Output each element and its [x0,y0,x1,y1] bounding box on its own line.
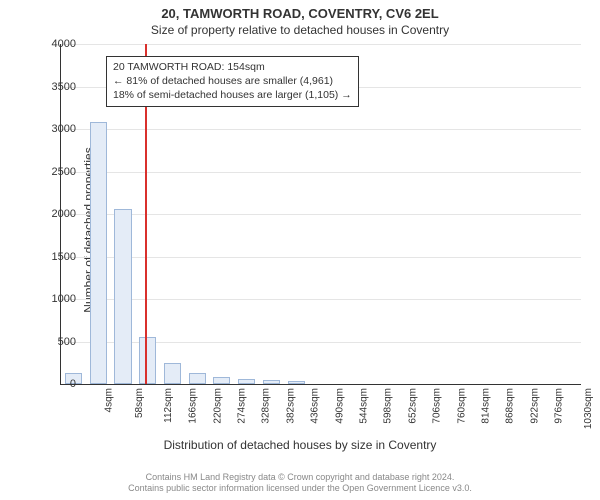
x-tick-label: 220sqm [212,388,223,424]
footnote-line2: Contains public sector information licen… [0,483,600,494]
chart-container: 20, TAMWORTH ROAD, COVENTRY, CV6 2EL Siz… [0,0,600,500]
x-tick-label: 274sqm [237,388,248,424]
x-tick-label: 490sqm [334,388,345,424]
x-axis-label: Distribution of detached houses by size … [0,438,600,452]
x-tick-label: 868sqm [505,388,516,424]
x-tick-label: 436sqm [310,388,321,424]
chart-title-line1: 20, TAMWORTH ROAD, COVENTRY, CV6 2EL [0,0,600,21]
bar [90,122,107,384]
annotation-line1: 20 TAMWORTH ROAD: 154sqm [113,60,352,74]
x-tick-label: 976sqm [554,388,565,424]
x-tick-label: 706sqm [432,388,443,424]
annotation-line2: ← 81% of detached houses are smaller (4,… [113,74,352,88]
x-tick-label: 652sqm [407,388,418,424]
x-tick-label: 328sqm [261,388,272,424]
x-tick-label: 760sqm [456,388,467,424]
x-tick-label: 58sqm [134,388,145,418]
x-tick-label: 382sqm [285,388,296,424]
y-tick-label: 1500 [44,251,76,263]
bar [189,373,206,384]
x-tick-label: 1030sqm [584,388,595,429]
y-tick-label: 4000 [44,38,76,50]
footnote: Contains HM Land Registry data © Crown c… [0,472,600,495]
y-tick-label: 500 [44,336,76,348]
y-tick-label: 2000 [44,208,76,220]
x-tick-label: 4sqm [104,388,115,412]
annotation-box: 20 TAMWORTH ROAD: 154sqm ← 81% of detach… [106,56,359,107]
x-ticks: 4sqm 58sqm 112sqm 166sqm 220sqm 274sqm 328sqm 3… [60,384,580,434]
y-tick-label: 3000 [44,123,76,135]
x-tick-label: 112sqm [163,388,174,423]
x-tick-label: 544sqm [359,388,370,424]
x-tick-label: 922sqm [529,388,540,424]
y-tick-label: 1000 [44,293,76,305]
annotation-line3: 18% of semi-detached houses are larger (… [113,88,352,102]
x-tick-label: 814sqm [480,388,491,424]
bar [139,337,156,384]
plot-area: 20 TAMWORTH ROAD: 154sqm ← 81% of detach… [60,44,581,385]
y-tick-label: 2500 [44,166,76,178]
bar [213,377,230,384]
y-tick-label: 3500 [44,81,76,93]
bar [164,363,181,384]
bar [114,209,131,384]
x-tick-label: 166sqm [188,388,199,424]
chart-title-line2: Size of property relative to detached ho… [0,21,600,37]
footnote-line1: Contains HM Land Registry data © Crown c… [0,472,600,483]
x-tick-label: 598sqm [383,388,394,424]
